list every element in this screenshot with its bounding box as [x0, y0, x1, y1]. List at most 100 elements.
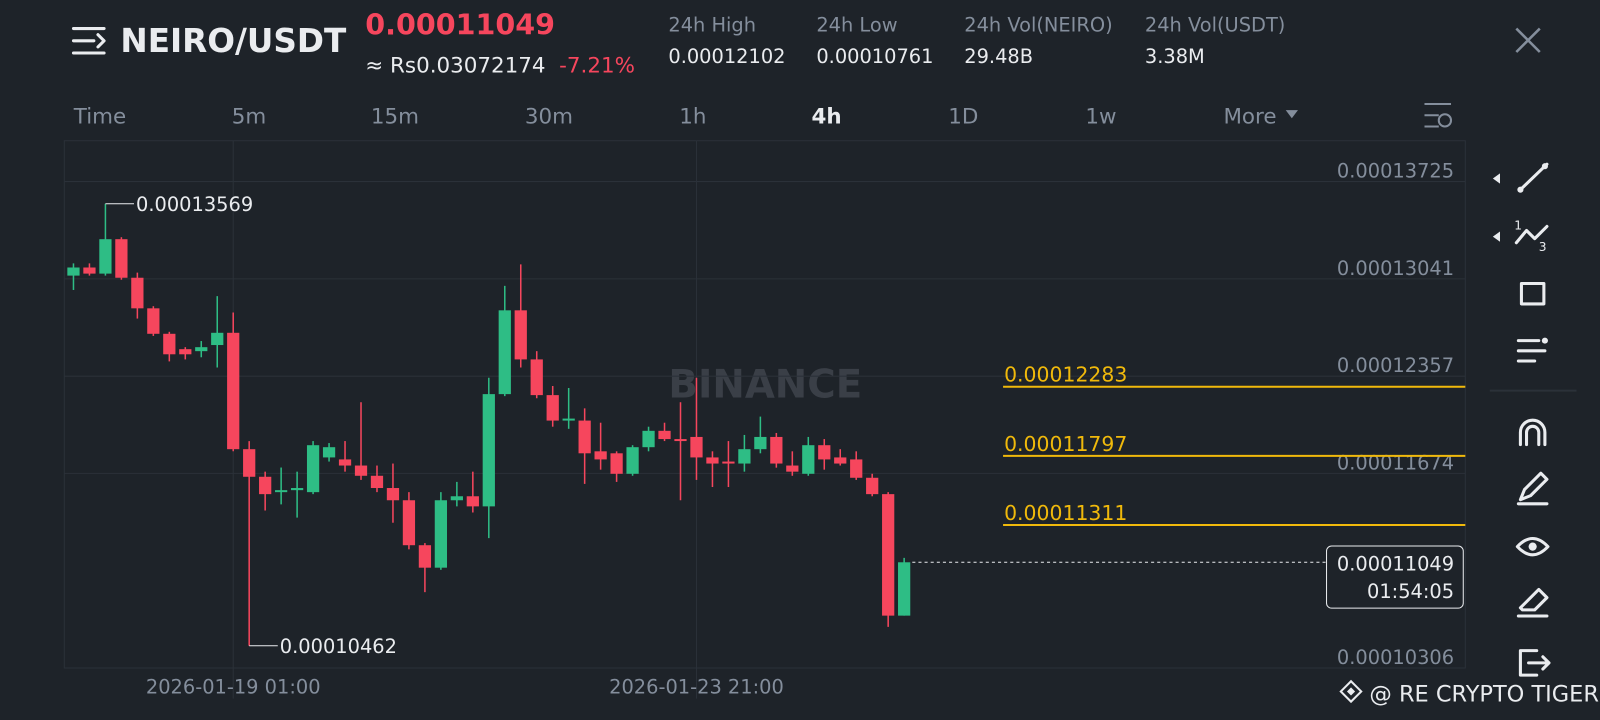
- pair: NEIRO/USDT: [120, 22, 347, 60]
- candle-body: [290, 488, 304, 491]
- timeframe[interactable]: 15m: [371, 104, 419, 129]
- candle-body: [450, 496, 463, 501]
- candle-body: [482, 394, 495, 507]
- candle-body: [67, 267, 80, 276]
- candle-body: [402, 500, 416, 546]
- stat-value: 29.48B: [964, 45, 1033, 68]
- candle-body: [674, 439, 687, 442]
- candle-body: [370, 475, 384, 489]
- y-tick-label: 0.00013041: [1337, 257, 1454, 280]
- watermark: BINANCE: [668, 363, 862, 408]
- candle-body: [834, 457, 847, 464]
- text-tool[interactable]: [1516, 337, 1548, 363]
- timeframe[interactable]: 1D: [948, 104, 978, 129]
- y-tick-label: 0.00010306: [1337, 646, 1454, 669]
- candle-body: [386, 488, 400, 501]
- candle-body: [562, 418, 575, 421]
- shape-tool[interactable]: [1519, 281, 1546, 306]
- candle-body: [786, 465, 799, 472]
- candle-body: [131, 277, 144, 309]
- candle-body: [83, 267, 96, 274]
- stat-label: 24h Vol(NEIRO): [964, 14, 1112, 37]
- magnet-tool[interactable]: [1518, 418, 1547, 447]
- trend-line-tool[interactable]: [1517, 162, 1549, 193]
- candle-body: [802, 445, 815, 474]
- x-tick-label: 2026-01-23 21:00: [609, 675, 784, 698]
- candle-body: [754, 436, 767, 450]
- candle-body: [306, 445, 320, 493]
- candle-body: [115, 239, 128, 278]
- candle-body: [259, 476, 272, 495]
- candle-body: [434, 500, 448, 568]
- pen-tool[interactable]: [1516, 471, 1549, 506]
- stat-label: 24h Low: [816, 14, 897, 37]
- stat-label: 24h Vol(USDT): [1145, 14, 1285, 37]
- candle-body: [338, 459, 352, 466]
- candle-body: [211, 332, 224, 346]
- candle-body: [99, 239, 112, 274]
- countdown: 01:54:05: [1367, 580, 1454, 603]
- candle-body: [610, 453, 623, 474]
- close-button[interactable]: [1515, 27, 1541, 53]
- settings-icon[interactable]: [1424, 103, 1453, 128]
- timeframe[interactable]: 1h: [679, 104, 706, 129]
- fib-tool[interactable]: 13: [1514, 218, 1549, 254]
- candle-body: [418, 545, 432, 568]
- change: -7.21%: [559, 53, 635, 78]
- candle-body: [147, 308, 160, 334]
- candle-body: [642, 430, 655, 448]
- price-level-label: 0.00011311: [1004, 501, 1127, 525]
- candle-body: [882, 494, 895, 616]
- x-tick-label: 2026-01-19 01:00: [146, 675, 321, 698]
- candle-body: [866, 477, 879, 495]
- last-price-box: [1326, 545, 1464, 609]
- candle-body: [850, 459, 863, 478]
- price-level-label: 0.00012283: [1004, 363, 1127, 387]
- candle-body: [530, 359, 543, 396]
- candle-body: [722, 461, 735, 464]
- high-label: 0.00013569: [136, 193, 253, 216]
- candle-body: [690, 436, 703, 458]
- drawing-tools: 13: [1489, 162, 1577, 677]
- candle-body: [498, 310, 511, 395]
- timeframe[interactable]: 30m: [525, 104, 573, 129]
- candle-body: [546, 395, 559, 421]
- candle-body: [179, 349, 192, 355]
- candle-body: [275, 490, 288, 493]
- more-menu[interactable]: More: [1223, 104, 1276, 129]
- candle-body: [738, 449, 751, 464]
- stat-value: 0.00012102: [668, 45, 785, 68]
- svg-text:1: 1: [1514, 218, 1522, 232]
- timeframe[interactable]: 5m: [232, 104, 266, 129]
- timeframe[interactable]: 1w: [1085, 104, 1116, 129]
- low-label: 0.00010462: [280, 635, 397, 658]
- fiat-price: ≈ Rs0.03072174: [365, 53, 545, 78]
- eraser-tool[interactable]: [1516, 587, 1549, 618]
- candle-body: [227, 332, 240, 450]
- candle-body: [466, 496, 479, 507]
- y-tick-label: 0.00011674: [1337, 451, 1454, 474]
- candle-body: [354, 465, 368, 476]
- stat-value: 3.38M: [1145, 45, 1205, 68]
- candle-body: [163, 333, 176, 355]
- candle-body: [243, 449, 256, 477]
- last-price-label: 0.00011049: [1337, 552, 1454, 575]
- plot: 0.00013725 0.00013041 0.00012357 0.00011674…: [64, 140, 1466, 699]
- candle-body: [195, 347, 208, 352]
- candle-body: [818, 445, 831, 460]
- candle-body: [770, 436, 783, 464]
- menu-icon[interactable]: [71, 27, 106, 55]
- visibility-tool[interactable]: [1515, 536, 1550, 557]
- candle-body: [594, 451, 607, 460]
- candle-body: [514, 310, 527, 360]
- exit-tool[interactable]: [1518, 649, 1551, 677]
- candle-body: [626, 447, 639, 474]
- candle-body: [706, 457, 719, 464]
- timeframe[interactable]: Time: [73, 104, 126, 129]
- candle-body: [578, 420, 591, 454]
- timeframe-active[interactable]: 4h: [811, 104, 841, 129]
- price-level-label: 0.00011797: [1004, 432, 1127, 456]
- stat-label: 24h High: [668, 14, 756, 37]
- y-tick-label: 0.00013725: [1337, 159, 1454, 182]
